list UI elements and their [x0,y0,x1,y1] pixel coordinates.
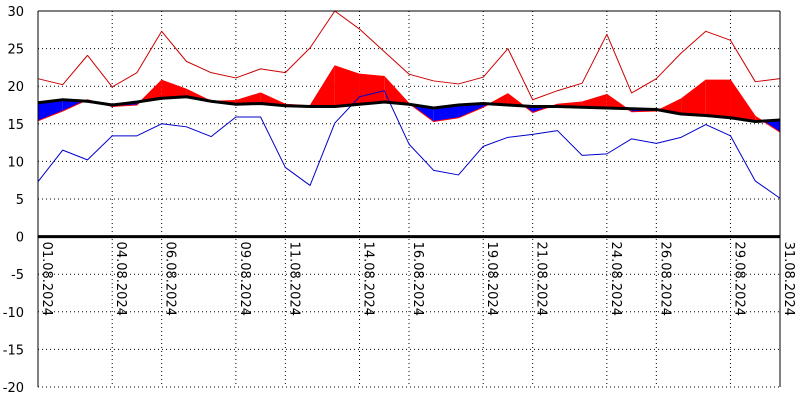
above-normal-area [730,80,756,122]
below-normal-area [38,99,63,121]
y-tick-label: -15 [3,343,24,358]
x-tick-label: 06.08.2024 [163,242,178,316]
y-tick-label: -20 [3,381,24,396]
y-tick-label: 0 [16,231,24,246]
y-tick-label: 25 [7,43,24,58]
x-tick-label: 26.08.2024 [657,242,672,316]
x-tick-label: 11.08.2024 [286,242,301,316]
above-normal-area [161,80,187,99]
y-tick-label: 30 [7,5,24,20]
y-tick-label: 10 [7,155,24,170]
x-tick-labels: 01.08.2024 04.08.2024 06.08.2024 09.08.2024… [39,242,796,316]
below-normal-area [433,105,459,122]
x-tick-label: 19.08.2024 [484,242,499,316]
x-tick-label: 31.08.2024 [781,242,796,316]
below-normal-area [458,103,484,118]
above-normal-area [705,80,731,118]
x-tick-label: 24.08.2024 [608,242,623,316]
y-tick-label: 5 [16,193,24,208]
y-tick-label: -5 [11,268,24,283]
x-tick-label: 09.08.2024 [237,242,252,316]
above-normal-area [582,94,607,109]
x-tick-label: 21.08.2024 [534,242,549,316]
above-normal-area [334,65,360,107]
axes [37,10,781,387]
grid [38,10,781,388]
x-tick-label: 16.08.2024 [410,242,425,316]
y-tick-label: -10 [3,306,24,321]
x-tick-label: 01.08.2024 [39,242,54,316]
x-tick-label: 14.08.2024 [361,242,376,316]
series-line-min [37,90,781,199]
above-normal-area [681,80,706,116]
y-tick-labels: 30 25 20 15 10 5 0 -5 -10 -15 -20 [3,5,24,396]
series-line-normal [37,95,781,124]
series-lines [37,10,781,199]
y-tick-label: 20 [7,80,24,95]
x-tick-label: 04.08.2024 [113,242,128,316]
series-line-max [37,10,781,101]
x-tick-label: 29.08.2024 [732,242,747,316]
above-normal-area [359,74,385,105]
y-tick-label: 15 [7,118,24,133]
above-normal-area [235,92,261,105]
